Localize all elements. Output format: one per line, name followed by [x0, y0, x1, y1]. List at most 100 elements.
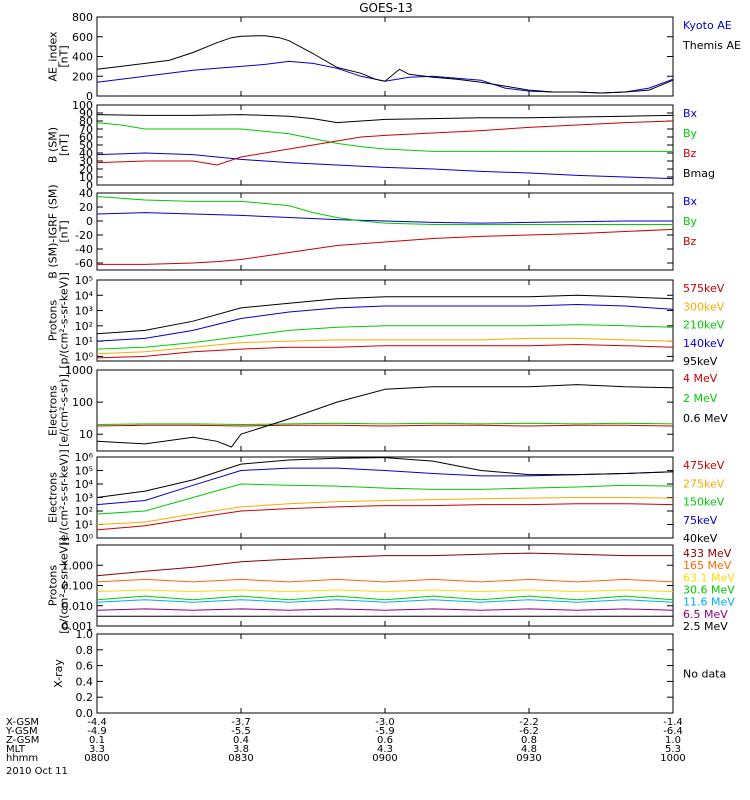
series-line-bmag [96, 114, 674, 124]
legend-label: 165 MeV [683, 559, 732, 572]
xaxis-tick-label: 0.8 [521, 735, 537, 746]
ytick-label: -20 [75, 229, 93, 242]
series-line-300kev [96, 337, 674, 355]
series-line-themis-ae [96, 35, 674, 94]
xaxis-row-label: X-GSM [6, 717, 39, 728]
legend-label: Bz [683, 147, 697, 160]
xaxis-tick-label: 4.3 [377, 744, 393, 755]
series-line-575kev [96, 343, 674, 359]
ytick-label: 0.0 [76, 707, 94, 720]
series-line-140kev [96, 303, 674, 342]
panel-4: 10⁰ 10¹ 10² 10³ 10⁴ 10⁵ Protons[p/(cm²-s-sr-ke… [47, 272, 725, 369]
ytick-label: 1000 [65, 364, 93, 377]
legend-label: By [683, 215, 698, 228]
xaxis-tick-label: -6.4 [663, 726, 683, 737]
ytick-label: 10² [75, 320, 93, 333]
ytick-label: 400 [72, 51, 93, 64]
series-line-95kev [96, 294, 674, 335]
xaxis-tick-label: -2.2 [519, 717, 539, 728]
y-axis-label: [p/(cm²-s-sr-keV)] [58, 537, 71, 634]
ytick-label: 10⁵ [75, 274, 93, 287]
ytick-label: 10³ [75, 492, 93, 505]
legend-label: 4 MeV [683, 372, 718, 385]
legend-label: Bz [683, 235, 697, 248]
series-line-bz [97, 228, 674, 265]
xaxis-tick-label: -5.5 [231, 726, 251, 737]
series-line-kyoto-ae [96, 60, 674, 94]
ytick-label: 10⁰ [75, 350, 94, 363]
legend-label: 2.5 MeV [683, 620, 728, 633]
ytick-label: -40 [75, 243, 93, 256]
xaxis-tick-label: 0.1 [89, 735, 105, 746]
legend-label: By [683, 127, 698, 140]
ytick-label: 80 [79, 115, 93, 128]
legend-label: 11.6 MeV [683, 596, 735, 609]
ytick-label: 10⁶ [75, 451, 94, 464]
legend-label: 150keV [683, 496, 725, 509]
legend-label: 6.5 MeV [683, 608, 728, 621]
y-axis-label: [nT] [58, 45, 71, 67]
series-line-6-5-mev [96, 608, 674, 611]
ytick-label: 20 [79, 201, 93, 214]
ytick-label: 40 [79, 187, 93, 200]
legend-label: 475keV [683, 459, 725, 472]
ytick-label: 40 [79, 147, 93, 160]
ytick-label: 50 [79, 139, 93, 152]
xaxis-tick-label: 3.8 [233, 744, 249, 755]
y-axis-label: [p/(cm²-s-sr-keV)] [58, 272, 71, 369]
y-axis-label: Electrons [47, 385, 60, 436]
panel-frame [96, 633, 674, 714]
panel-frame [96, 279, 674, 362]
ytick-label: 0 [86, 215, 93, 228]
ytick-label: 600 [72, 31, 93, 44]
series-line-2-mev [96, 422, 674, 426]
ytick-label: 1.000 [62, 559, 94, 572]
y-axis-label: [nT] [58, 134, 71, 156]
series-line-475kev [96, 503, 674, 531]
series-line-30-6-mev [96, 595, 674, 601]
panel-8: 0.0 0.2 0.4 0.6 0.8 1.0 X-ray No data [52, 628, 726, 720]
xaxis-tick-label: -1.4 [663, 717, 683, 728]
xaxis-row-label: Z-GSM [6, 735, 39, 746]
ytick-label: 10 [79, 171, 93, 184]
series-line-0-6-mev [96, 384, 674, 448]
legend-label: 95keV [683, 355, 718, 368]
y-axis-label: [e/(cm²-s-sr-keV)] [58, 449, 71, 545]
series-line-150kev [96, 483, 674, 515]
xaxis-row-label: Y-GSM [5, 726, 38, 737]
xaxis-tick-label: 4.8 [521, 744, 537, 755]
y-axis-label: [e/(cm²-s-sr)] [58, 374, 71, 447]
series-line-bx [96, 152, 674, 180]
ytick-label: -60 [75, 257, 93, 270]
xaxis-tick-label: 5.3 [665, 744, 681, 755]
y-axis-label: [nT] [58, 220, 71, 242]
ytick-label: 10⁴ [75, 289, 94, 302]
ytick-label: 10⁵ [75, 465, 93, 478]
series-line-210kev [96, 324, 674, 350]
y-axis-label: AE_index [47, 31, 60, 82]
legend-label: 0.6 MeV [683, 412, 728, 425]
xaxis-tick-label: -3.0 [375, 717, 395, 728]
legend-label: 275keV [683, 477, 725, 490]
ytick-label: 100 [72, 99, 93, 112]
ytick-label: 10¹ [75, 335, 93, 348]
xaxis-tick-label: 0.4 [233, 735, 249, 746]
ytick-label: 10¹ [75, 519, 93, 532]
ytick-label: 0.001 [62, 620, 94, 633]
legend-label: Themis AE [682, 39, 741, 52]
xaxis-row-label: MLT [6, 744, 26, 755]
ytick-label: 0.6 [76, 660, 94, 673]
ytick-label: 1.0 [76, 628, 94, 641]
panel-frame [96, 544, 674, 627]
legend-label: 433 MeV [683, 547, 732, 560]
panel-frame [96, 192, 674, 271]
ytick-label: 60 [79, 131, 93, 144]
ytick-label: 0 [86, 179, 93, 192]
ytick-label: 0.100 [62, 580, 94, 593]
xaxis-tick-label: 0.6 [377, 735, 393, 746]
legend-label: Kyoto AE [683, 19, 732, 32]
